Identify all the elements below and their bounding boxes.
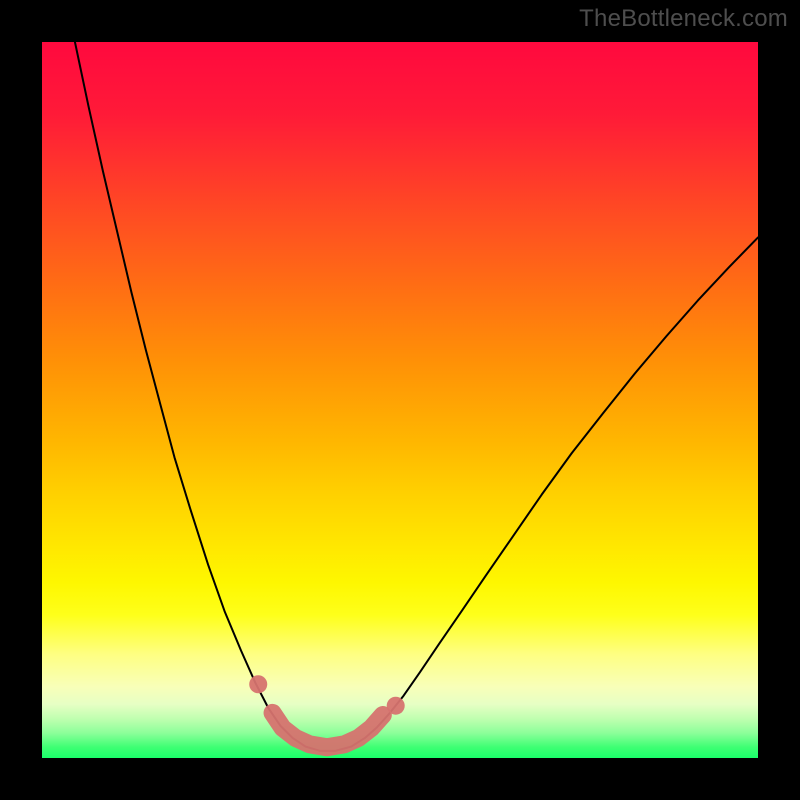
trough-marker-cap-right bbox=[387, 697, 405, 715]
plot-area bbox=[42, 42, 758, 758]
root-canvas: TheBottleneck.com bbox=[0, 0, 800, 800]
curve-path bbox=[75, 42, 758, 751]
trough-marker-cap-left bbox=[249, 675, 267, 693]
trough-marker-bar bbox=[273, 713, 383, 747]
bottleneck-curve bbox=[42, 42, 758, 758]
watermark-text: TheBottleneck.com bbox=[579, 5, 788, 33]
